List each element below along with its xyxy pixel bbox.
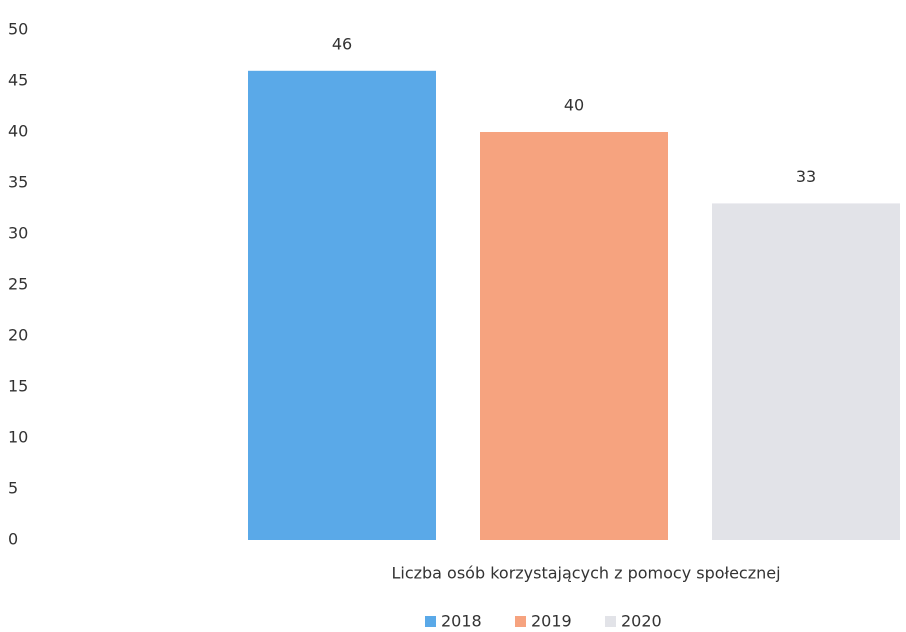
legend-swatch	[425, 616, 436, 627]
y-tick-label: 15	[8, 377, 28, 396]
y-tick-label: 40	[8, 122, 28, 141]
y-tick-label: 30	[8, 224, 28, 243]
legend-label: 2018	[441, 612, 482, 631]
legend-label: 2020	[621, 612, 662, 631]
y-tick-label: 50	[8, 20, 28, 39]
legend-swatch	[605, 616, 616, 627]
data-label: 46	[332, 34, 352, 53]
bar	[712, 203, 900, 540]
x-tick-label: Liczba osób korzystających z pomocy społ…	[391, 564, 780, 583]
legend-swatch	[515, 616, 526, 627]
y-tick-label: 10	[8, 428, 28, 447]
bar	[248, 70, 436, 541]
data-label: 33	[796, 167, 816, 186]
y-tick-label: 25	[8, 275, 28, 294]
y-tick-label: 0	[8, 530, 18, 549]
y-tick-label: 5	[8, 479, 18, 498]
y-tick-label: 45	[8, 71, 28, 90]
y-tick-label: 20	[8, 326, 28, 345]
legend-label: 2019	[531, 612, 572, 631]
data-label: 40	[564, 96, 584, 115]
bar	[480, 132, 668, 540]
y-tick-label: 35	[8, 173, 28, 192]
